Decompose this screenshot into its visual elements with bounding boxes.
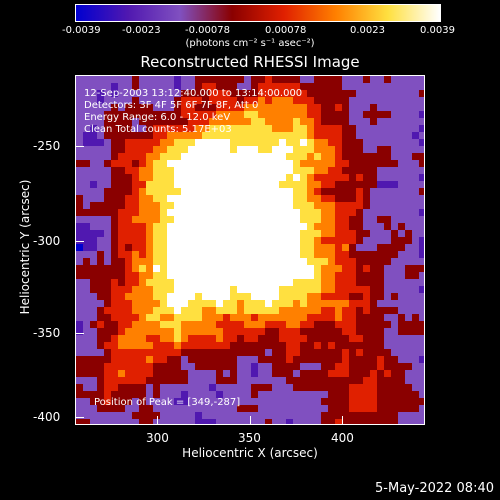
peak-position: Position of Peak = [349,-287] <box>94 397 241 408</box>
info-time: 12-Sep-2003 13:12:40.000 to 13:14:00.000 <box>84 88 303 99</box>
plot-title: Reconstructed RHESSI Image <box>140 53 360 71</box>
colorbar-tick: -0.00078 <box>185 25 230 36</box>
x-axis-label: Heliocentric X (arcsec) <box>182 446 318 460</box>
colorbar-units: (photons cm⁻² s⁻¹ asec⁻²) <box>185 38 315 49</box>
y-tick: -350 <box>33 326 61 340</box>
y-axis-label: Heliocentric Y (arcsec) <box>18 179 32 315</box>
colorbar-tick: 0.00078 <box>265 25 307 36</box>
timestamp: 5-May-2022 08:40 <box>375 481 494 496</box>
colorbar-tick: 0.0023 <box>350 25 385 36</box>
image-plot: 12-Sep-2003 13:12:40.000 to 13:14:00.000… <box>75 75 425 425</box>
info-detectors: Detectors: 3F 4F 5F 6F 7F 8F, Att 0 <box>84 100 259 111</box>
colorbar-tick: -0.0023 <box>122 25 161 36</box>
info-energy: Energy Range: 6.0 - 12.0 keV <box>84 112 231 123</box>
x-tick: 300 <box>146 431 169 445</box>
colorbar-tick: -0.0039 <box>62 25 101 36</box>
rhessi-image <box>76 76 424 424</box>
x-tick: 400 <box>331 431 354 445</box>
colorbar <box>75 4 441 22</box>
y-tick: -300 <box>33 234 61 248</box>
colorbar-tick: 0.0039 <box>420 25 455 36</box>
y-tick: -400 <box>33 410 61 424</box>
x-tick: 350 <box>238 431 261 445</box>
y-tick: -250 <box>33 139 61 153</box>
info-clean: Clean Total counts: 5.17E+03 <box>84 124 232 135</box>
